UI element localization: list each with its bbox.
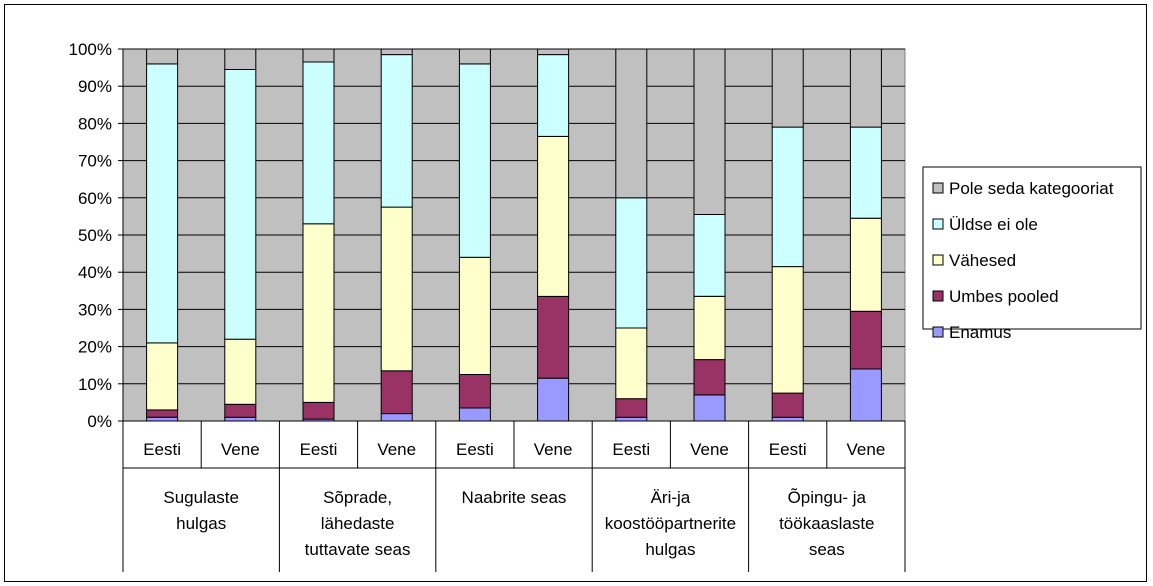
bar-segment-enamus-8	[772, 417, 803, 421]
bar-segment-umbes-pooled-7	[694, 360, 725, 395]
bar-segment-vähesed-0	[147, 343, 178, 410]
bar-segment-üldse-ei-ole-5	[538, 55, 569, 137]
bar-segment-umbes-pooled-9	[850, 311, 881, 369]
legend-label: Enamus	[949, 323, 1011, 342]
y-tick-label: 90%	[78, 77, 112, 96]
bar-segment-vähesed-4	[459, 257, 490, 374]
bar-segment-umbes-pooled-1	[225, 404, 256, 417]
bar-segment-pole-seda-kategooriat-8	[772, 49, 803, 127]
legend-swatch	[933, 255, 943, 265]
bar-segment-pole-seda-kategooriat-0	[147, 49, 178, 64]
y-tick-label: 60%	[78, 189, 112, 208]
subcategory-label: Eesti	[456, 440, 494, 459]
bar-segment-umbes-pooled-0	[147, 410, 178, 417]
bar-segment-üldse-ei-ole-2	[303, 62, 334, 224]
bar-segment-üldse-ei-ole-7	[694, 215, 725, 297]
subcategory-label: Eesti	[300, 440, 338, 459]
bar-segment-enamus-4	[459, 408, 490, 421]
legend-swatch	[933, 327, 943, 337]
bar-segment-pole-seda-kategooriat-1	[225, 49, 256, 70]
y-tick-label: 50%	[78, 226, 112, 245]
subcategory-label: Vene	[377, 440, 416, 459]
group-label: seas	[809, 540, 845, 559]
group-label: lähedaste	[321, 514, 395, 533]
bar-segment-vähesed-2	[303, 224, 334, 403]
bar-segment-umbes-pooled-8	[772, 393, 803, 417]
y-tick-label: 40%	[78, 263, 112, 282]
bar-segment-vähesed-9	[850, 218, 881, 311]
bar-segment-üldse-ei-ole-9	[850, 127, 881, 218]
stacked-bar-chart: 0% 10% 20% 30% 40% 50% 60% 70% 80% 90% 100% Eesti Ve…	[5, 5, 1148, 583]
bar-segment-vähesed-5	[538, 136, 569, 296]
bar-segment-umbes-pooled-5	[538, 296, 569, 378]
subcategory-label: Vene	[690, 440, 729, 459]
legend-label: Vähesed	[949, 251, 1016, 270]
y-tick-label: 20%	[78, 338, 112, 357]
legend-label: Umbes pooled	[949, 287, 1059, 306]
group-label: töökaaslaste	[779, 514, 874, 533]
y-tick-label: 10%	[78, 375, 112, 394]
group-label: Äri-ja	[651, 488, 691, 507]
subcategory-label: Vene	[847, 440, 886, 459]
bar-segment-üldse-ei-ole-0	[147, 64, 178, 343]
bar-segment-enamus-9	[850, 369, 881, 421]
bar-segment-enamus-0	[147, 417, 178, 421]
legend-label: Pole seda kategooriat	[949, 179, 1114, 198]
subcategory-label: Eesti	[769, 440, 807, 459]
bar-segment-üldse-ei-ole-6	[616, 198, 647, 328]
bar-segment-vähesed-3	[381, 207, 412, 371]
bar-segment-umbes-pooled-2	[303, 402, 334, 419]
bar-segment-enamus-3	[381, 414, 412, 421]
legend-swatch	[933, 219, 943, 229]
bar-segment-pole-seda-kategooriat-6	[616, 49, 647, 198]
bar-segment-vähesed-1	[225, 339, 256, 404]
subcategory-label: Eesti	[612, 440, 650, 459]
group-label: Õpingu- ja	[788, 488, 867, 507]
chart-frame: 0% 10% 20% 30% 40% 50% 60% 70% 80% 90% 100% Eesti Ve…	[4, 4, 1147, 582]
bar-segment-vähesed-6	[616, 328, 647, 399]
bar-segment-enamus-5	[538, 378, 569, 421]
bar-segment-enamus-1	[225, 417, 256, 421]
bar-segment-umbes-pooled-4	[459, 375, 490, 409]
bar-segment-üldse-ei-ole-8	[772, 127, 803, 267]
legend-swatch	[933, 183, 943, 193]
subcategory-label: Eesti	[143, 440, 181, 459]
bar-segment-pole-seda-kategooriat-5	[538, 49, 569, 55]
y-tick-label: 80%	[78, 114, 112, 133]
group-label: koostööpartnerite	[605, 514, 736, 533]
bar-segment-pole-seda-kategooriat-7	[694, 49, 725, 215]
bar-segment-üldse-ei-ole-4	[459, 64, 490, 257]
legend-label: Üldse ei ole	[949, 215, 1038, 234]
group-label: Sõprade,	[323, 488, 392, 507]
y-tick-label: 0%	[87, 412, 112, 431]
y-tick-label: 30%	[78, 300, 112, 319]
bar-segment-enamus-7	[694, 395, 725, 421]
bar-segment-pole-seda-kategooriat-2	[303, 49, 334, 62]
bar-segment-vähesed-8	[772, 267, 803, 394]
bar-segment-üldse-ei-ole-1	[225, 70, 256, 340]
bar-segment-umbes-pooled-6	[616, 399, 647, 418]
bar-segment-umbes-pooled-3	[381, 371, 412, 414]
group-label: Naabrite seas	[462, 488, 567, 507]
y-tick-label: 100%	[69, 40, 112, 59]
legend-swatch	[933, 291, 943, 301]
group-label: tuttavate seas	[305, 540, 411, 559]
bar-segment-enamus-6	[616, 417, 647, 421]
bar-segment-pole-seda-kategooriat-3	[381, 49, 412, 55]
group-label: hulgas	[176, 514, 226, 533]
group-label: Sugulaste	[163, 488, 239, 507]
subcategory-label: Vene	[221, 440, 260, 459]
bar-segment-üldse-ei-ole-3	[381, 55, 412, 208]
bar-segment-vähesed-7	[694, 296, 725, 359]
y-tick-label: 70%	[78, 152, 112, 171]
bar-segment-pole-seda-kategooriat-4	[459, 49, 490, 64]
bar-segment-pole-seda-kategooriat-9	[850, 49, 881, 127]
subcategory-label: Vene	[534, 440, 573, 459]
group-label: hulgas	[645, 540, 695, 559]
